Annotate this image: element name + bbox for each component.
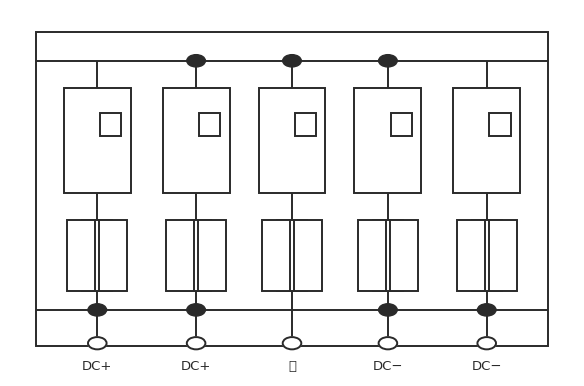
Circle shape xyxy=(187,337,206,349)
Bar xyxy=(390,220,418,291)
Text: DC−: DC− xyxy=(373,360,403,373)
Circle shape xyxy=(187,304,206,316)
Text: DC+: DC+ xyxy=(181,360,211,373)
Circle shape xyxy=(88,304,107,316)
Circle shape xyxy=(477,337,496,349)
Circle shape xyxy=(477,304,496,316)
Bar xyxy=(358,220,386,291)
Circle shape xyxy=(187,55,206,67)
Bar xyxy=(166,220,194,291)
Bar xyxy=(99,220,127,291)
Bar xyxy=(294,220,322,291)
Bar xyxy=(163,88,230,193)
Circle shape xyxy=(378,55,397,67)
Circle shape xyxy=(283,55,301,67)
Bar xyxy=(354,88,421,193)
Circle shape xyxy=(378,304,397,316)
Bar xyxy=(198,220,226,291)
Bar xyxy=(453,88,520,193)
Bar xyxy=(259,88,325,193)
Bar xyxy=(457,220,485,291)
Bar xyxy=(262,220,290,291)
Bar xyxy=(64,88,131,193)
Bar xyxy=(67,220,95,291)
Text: ⏚: ⏚ xyxy=(288,360,296,373)
Text: DC−: DC− xyxy=(471,360,502,373)
Bar xyxy=(489,220,517,291)
Circle shape xyxy=(378,337,397,349)
Bar xyxy=(391,113,412,136)
Bar xyxy=(100,113,121,136)
Circle shape xyxy=(88,337,107,349)
Bar xyxy=(36,32,548,346)
Text: DC+: DC+ xyxy=(82,360,113,373)
Bar xyxy=(489,113,511,136)
Bar xyxy=(199,113,220,136)
Circle shape xyxy=(283,337,301,349)
Bar xyxy=(295,113,316,136)
